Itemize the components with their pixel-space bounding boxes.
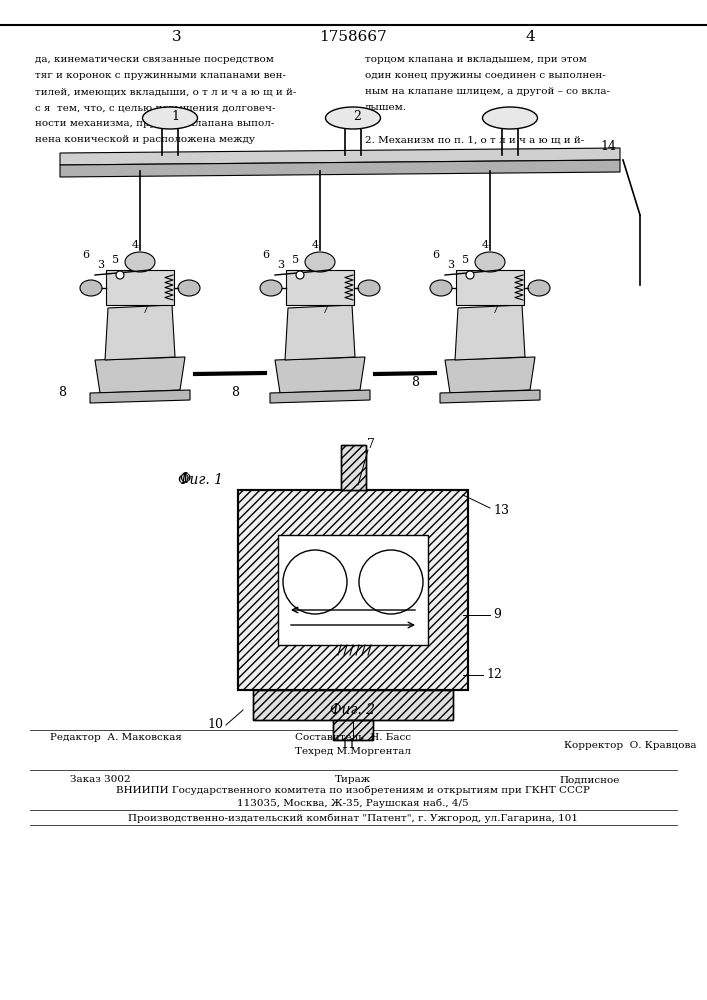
Text: нена конической и расположена между: нена конической и расположена между	[35, 135, 255, 144]
Bar	[333, 720, 373, 740]
Text: с я  тем, что тяги выполнены жесткими.: с я тем, что тяги выполнены жесткими.	[365, 151, 588, 160]
Ellipse shape	[482, 107, 537, 129]
Polygon shape	[270, 390, 370, 403]
Ellipse shape	[430, 280, 452, 296]
Polygon shape	[285, 305, 355, 360]
Text: 14: 14	[600, 140, 616, 153]
Text: Корректор  О. Кравцова: Корректор О. Кравцова	[563, 740, 696, 750]
Text: 8: 8	[231, 386, 239, 399]
Ellipse shape	[125, 252, 155, 272]
Polygon shape	[275, 357, 365, 393]
Ellipse shape	[475, 252, 505, 272]
Text: Техред М.Моргентал: Техред М.Моргентал	[295, 748, 411, 756]
Text: 4: 4	[481, 240, 489, 250]
Ellipse shape	[80, 280, 102, 296]
Text: 6: 6	[83, 250, 90, 260]
Ellipse shape	[528, 280, 550, 296]
Text: с я  тем, что, с целью повышения долговеч-: с я тем, что, с целью повышения долговеч…	[35, 103, 276, 112]
Ellipse shape	[305, 252, 335, 272]
Text: 11: 11	[340, 738, 356, 752]
Text: тяг и коронок с пружинными клапанами вен-: тяг и коронок с пружинными клапанами вен…	[35, 71, 286, 80]
Circle shape	[466, 271, 474, 279]
Bar	[341, 445, 366, 490]
Ellipse shape	[358, 280, 380, 296]
Bar	[333, 720, 373, 740]
Text: ВНИИПИ Государственного комитета по изобретениям и открытиям при ГКНТ СССР: ВНИИПИ Государственного комитета по изоб…	[116, 785, 590, 795]
Text: 1: 1	[171, 110, 179, 123]
Polygon shape	[455, 305, 525, 360]
Text: 3: 3	[448, 260, 455, 270]
Bar	[278, 535, 428, 645]
Bar	[106, 270, 174, 305]
Text: 7: 7	[141, 305, 148, 315]
Text: 2: 2	[353, 110, 361, 123]
Text: Фиг. 2: Фиг. 2	[330, 703, 375, 717]
Text: 5: 5	[112, 255, 119, 265]
Ellipse shape	[260, 280, 282, 296]
Text: 13: 13	[493, 504, 509, 516]
Polygon shape	[95, 357, 185, 393]
Text: 3: 3	[173, 30, 182, 44]
Text: 6: 6	[433, 250, 440, 260]
Ellipse shape	[325, 107, 380, 129]
Bar	[253, 690, 453, 720]
Text: Заказ 3002: Заказ 3002	[70, 776, 131, 784]
Text: 1758667: 1758667	[319, 30, 387, 44]
Text: Подписное: Подписное	[560, 776, 620, 784]
Text: Составитель  Н. Басс: Составитель Н. Басс	[295, 734, 411, 742]
Text: 3: 3	[98, 260, 105, 270]
Text: 4: 4	[525, 30, 535, 44]
Text: да, кинематически связанные посредством: да, кинематически связанные посредством	[35, 55, 274, 64]
Text: 4: 4	[312, 240, 319, 250]
Ellipse shape	[178, 280, 200, 296]
Text: 8: 8	[411, 376, 419, 389]
Text: Ф: Ф	[180, 472, 191, 486]
Bar	[341, 445, 366, 490]
Text: 3: 3	[277, 260, 284, 270]
Text: 6: 6	[262, 250, 269, 260]
Text: Производственно-издательский комбинат "Патент", г. Ужгород, ул.Гагарина, 101: Производственно-издательский комбинат "П…	[128, 813, 578, 823]
Text: 2. Механизм по п. 1, о т л и ч а ю щ и й-: 2. Механизм по п. 1, о т л и ч а ю щ и й…	[365, 135, 584, 144]
Text: 10: 10	[207, 718, 223, 732]
Circle shape	[359, 550, 423, 614]
Ellipse shape	[143, 107, 197, 129]
Text: один конец пружины соединен с выполнен-: один конец пружины соединен с выполнен-	[365, 71, 606, 80]
Text: 5: 5	[293, 255, 300, 265]
Text: 7: 7	[322, 305, 329, 315]
Polygon shape	[90, 390, 190, 403]
Text: 7: 7	[491, 305, 498, 315]
Text: Тираж: Тираж	[335, 776, 371, 784]
Text: 12: 12	[486, 668, 502, 682]
Circle shape	[296, 271, 304, 279]
Bar	[286, 270, 354, 305]
Polygon shape	[105, 305, 175, 360]
Text: 8: 8	[58, 386, 66, 399]
Text: ным на клапане шлицем, а другой – со вкла-: ным на клапане шлицем, а другой – со вкл…	[365, 87, 610, 96]
Text: торцом клапана и вкладышем, при этом: торцом клапана и вкладышем, при этом	[365, 55, 587, 64]
Bar	[238, 490, 468, 690]
Polygon shape	[445, 357, 535, 393]
Polygon shape	[440, 390, 540, 403]
Text: тилей, имеющих вкладыши, о т л и ч а ю щ и й-: тилей, имеющих вкладыши, о т л и ч а ю щ…	[35, 87, 296, 96]
Text: ности механизма, пружина клапана выпол-: ности механизма, пружина клапана выпол-	[35, 119, 274, 128]
Text: 5: 5	[462, 255, 469, 265]
Circle shape	[283, 550, 347, 614]
Polygon shape	[60, 148, 620, 165]
Text: 4: 4	[132, 240, 139, 250]
Text: дышем.: дышем.	[365, 103, 407, 112]
Text: 9: 9	[493, 608, 501, 621]
Polygon shape	[60, 160, 620, 177]
Text: 113035, Москва, Ж-35, Раушская наб., 4/5: 113035, Москва, Ж-35, Раушская наб., 4/5	[237, 798, 469, 808]
Text: Фиг. 1: Фиг. 1	[177, 473, 223, 487]
Text: Редактор  А. Маковская: Редактор А. Маковская	[50, 734, 182, 742]
Circle shape	[116, 271, 124, 279]
Bar	[253, 690, 453, 720]
Text: 7: 7	[367, 438, 375, 452]
Bar	[456, 270, 524, 305]
Bar	[238, 490, 468, 690]
